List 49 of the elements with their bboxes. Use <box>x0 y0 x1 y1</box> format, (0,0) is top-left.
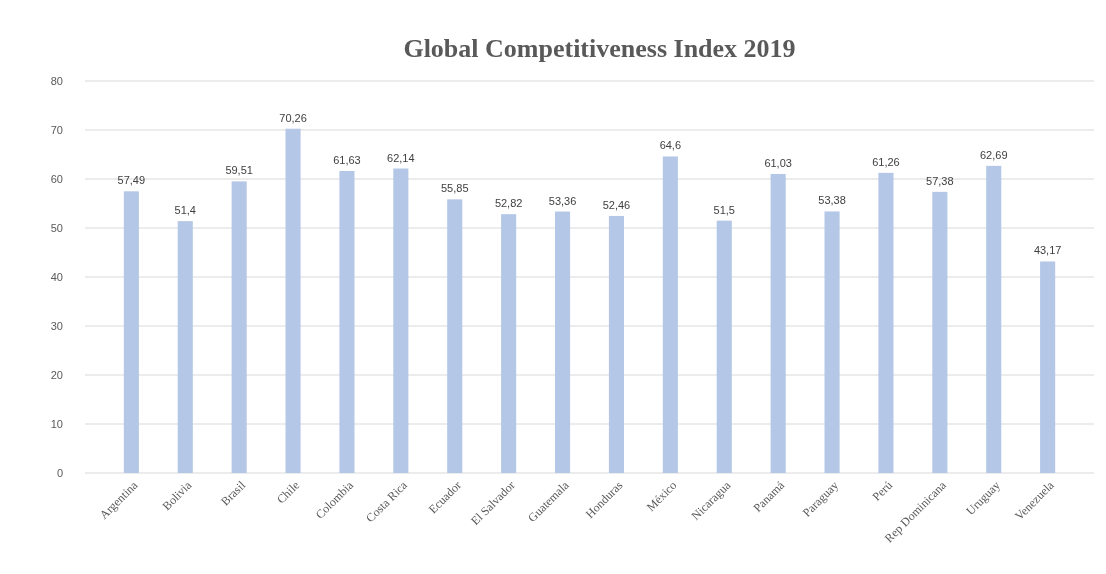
data-label: 51,4 <box>174 204 196 217</box>
data-label: 61,26 <box>872 155 900 168</box>
bar <box>932 191 948 473</box>
y-tick-label: 20 <box>50 368 63 381</box>
bar <box>662 156 678 473</box>
data-label: 43,17 <box>1033 244 1062 257</box>
y-tick-label: 60 <box>50 172 63 185</box>
bar <box>986 165 1002 473</box>
data-label: 61,63 <box>333 154 361 167</box>
bar <box>285 128 301 473</box>
bar <box>824 211 840 473</box>
data-label: 62,14 <box>387 151 415 164</box>
data-label: 52,82 <box>494 197 523 210</box>
data-label: 59,51 <box>225 164 253 177</box>
bar <box>555 211 571 473</box>
y-tick-label: 0 <box>56 466 63 479</box>
data-label: 53,38 <box>818 194 846 207</box>
bar <box>339 171 355 473</box>
data-label: 51,5 <box>713 203 735 216</box>
data-label: 64,6 <box>659 139 682 152</box>
bar <box>1040 261 1056 473</box>
chart-title: Global Competitiveness Index 2019 <box>403 34 796 63</box>
y-tick-label: 40 <box>50 270 63 283</box>
x-tick-label: Perú <box>869 478 896 504</box>
bar <box>608 215 624 473</box>
data-label: 55,85 <box>440 182 469 195</box>
y-tick-label: 30 <box>50 319 63 332</box>
y-tick-label: 80 <box>50 74 63 87</box>
data-label: 62,69 <box>979 148 1008 161</box>
bar <box>231 181 247 473</box>
y-tick-label: 10 <box>50 417 63 430</box>
x-tick-label: Chile <box>273 478 303 507</box>
y-tick-label: 50 <box>50 221 63 234</box>
bar <box>177 221 193 473</box>
bar <box>770 173 786 473</box>
bar <box>716 220 732 473</box>
data-label: 53,36 <box>548 194 577 207</box>
data-label: 52,46 <box>602 198 631 211</box>
x-tick-label: Costa Rica <box>363 477 411 526</box>
data-label: 61,03 <box>764 156 792 169</box>
bar <box>878 172 894 473</box>
bar <box>123 191 139 473</box>
data-label: 57,49 <box>117 174 146 187</box>
y-tick-label: 70 <box>50 123 63 136</box>
bar <box>447 199 463 473</box>
bar <box>501 214 517 473</box>
data-label: 57,38 <box>926 174 954 187</box>
bar <box>393 168 409 473</box>
data-label: 70,26 <box>279 111 307 124</box>
